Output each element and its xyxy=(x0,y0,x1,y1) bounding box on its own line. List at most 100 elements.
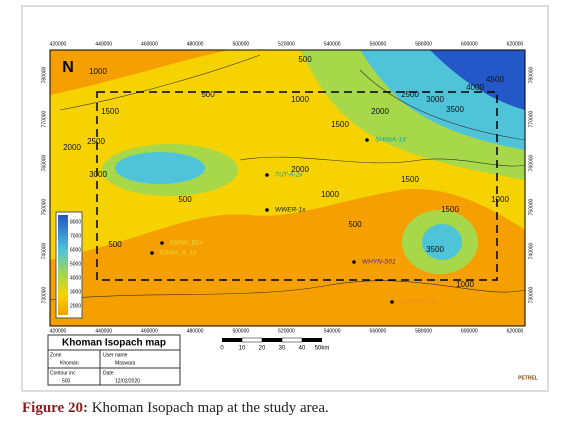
x-tick-label: 440000 xyxy=(95,328,112,334)
scale-seg xyxy=(262,338,282,342)
caption-text: Khoman Isopach map at the study area. xyxy=(87,400,329,416)
legend-tick: 6000 xyxy=(70,247,81,253)
contour-label: 500 xyxy=(178,195,192,204)
north-arrow: N xyxy=(62,59,74,76)
contour-label: 500 xyxy=(298,55,312,64)
legend-tick: 4000 xyxy=(70,275,81,281)
contour-label: 1500 xyxy=(401,175,419,184)
y-tick-label: 760000 xyxy=(41,154,47,171)
contour xyxy=(59,54,261,111)
title-block-text: Maswara xyxy=(115,360,136,366)
legend-colorbar xyxy=(58,215,68,315)
cyan-high xyxy=(115,152,205,184)
well-label: WHYN-S01 xyxy=(362,259,396,266)
x-tick-label: 600000 xyxy=(461,41,478,47)
x-tick-label: 480000 xyxy=(187,41,204,47)
title-block-text: 500 xyxy=(62,378,71,384)
x-tick-label: 600000 xyxy=(461,328,478,334)
contour-label: 2500 xyxy=(401,90,419,99)
legend-tick: 5000 xyxy=(70,261,81,267)
title-block-text: User name xyxy=(103,352,128,358)
well xyxy=(160,241,164,245)
contour-label: 2000 xyxy=(63,143,81,152)
x-tick-label: 620000 xyxy=(507,41,524,47)
x-tick-label: 580000 xyxy=(415,41,432,47)
scale-label: 0 xyxy=(220,346,224,352)
caption: Figure 20: Khoman Isopach map at the stu… xyxy=(22,400,329,417)
title-block-text: 12/02/2020 xyxy=(115,378,140,384)
contour-label: 3500 xyxy=(446,105,464,114)
well-label: SHIWA-1X xyxy=(375,137,407,144)
map-title: Khoman Isopach map xyxy=(62,338,166,349)
well xyxy=(390,300,394,304)
contour-label: 1500 xyxy=(441,205,459,214)
legend-tick: 2000 xyxy=(70,303,81,309)
scale-label: 30 xyxy=(279,346,286,352)
scale-seg xyxy=(302,338,322,342)
x-tick-label: 460000 xyxy=(141,328,158,334)
x-tick-label: 500000 xyxy=(232,41,249,47)
contour xyxy=(239,156,526,167)
scale-label: 40 xyxy=(299,346,306,352)
x-tick-label: 500000 xyxy=(232,328,249,334)
contour-label: 500 xyxy=(348,220,362,229)
contour-label: 500 xyxy=(108,240,122,249)
scale-label: 10 xyxy=(239,346,246,352)
well xyxy=(265,173,269,177)
scale-label: 50km xyxy=(315,346,330,352)
contour-label: 3000 xyxy=(89,170,107,179)
y-tick-label: 740000 xyxy=(41,242,47,259)
well xyxy=(265,208,269,212)
y-tick-label: 770000 xyxy=(528,110,534,127)
title-block-text: Contour inc xyxy=(50,370,76,376)
y-tick-label: 730000 xyxy=(41,286,47,303)
x-tick-label: 420000 xyxy=(50,328,67,334)
y-tick-label: 760000 xyxy=(528,154,534,171)
legend-tick: 8000 xyxy=(70,219,81,225)
contour-label: 500 xyxy=(201,90,215,99)
contour-label: 1000 xyxy=(321,190,339,199)
x-tick-label: 480000 xyxy=(187,328,204,334)
well-label: WWER-1x xyxy=(275,207,306,214)
contour-label: 4500 xyxy=(486,75,504,84)
title-block xyxy=(47,334,181,386)
contour-label: 1000 xyxy=(491,195,509,204)
scale-seg xyxy=(241,337,263,343)
x-tick-label: 420000 xyxy=(50,41,67,47)
y-tick-label: 740000 xyxy=(528,242,534,259)
map-frame xyxy=(49,49,526,327)
contour-label: 1000 xyxy=(291,95,309,104)
contour-label: 2500 xyxy=(87,137,105,146)
x-tick-label: 520000 xyxy=(278,328,295,334)
caption-label: Figure 20: xyxy=(22,400,88,416)
x-tick-label: 440000 xyxy=(95,41,112,47)
x-tick-label: 580000 xyxy=(415,328,432,334)
contour xyxy=(359,69,526,141)
contour-label: 1000 xyxy=(456,280,474,289)
contour-label: 1000 xyxy=(89,67,107,76)
contour-label: 1500 xyxy=(101,107,119,116)
title-block-text: Khoman xyxy=(60,360,79,366)
x-tick-label: 460000 xyxy=(141,41,158,47)
blue-zone xyxy=(430,50,525,110)
y-tick-label: 730000 xyxy=(528,286,534,303)
well-label: EBAH_A_1x xyxy=(160,250,197,257)
contour-label: 2000 xyxy=(291,165,309,174)
title-block-text: Date xyxy=(103,370,114,376)
y-tick-label: 770000 xyxy=(41,110,47,127)
contour xyxy=(49,280,526,301)
x-tick-label: 540000 xyxy=(324,328,341,334)
well xyxy=(352,260,356,264)
y-tick-label: 750000 xyxy=(528,198,534,215)
contour-label: 4000 xyxy=(466,83,484,92)
contour-label: 3000 xyxy=(426,95,444,104)
contour-label: 1500 xyxy=(331,120,349,129)
y-tick-label: 780000 xyxy=(41,66,47,83)
contour-label: 2000 xyxy=(371,107,389,116)
y-tick-label: 750000 xyxy=(41,198,47,215)
scale-seg xyxy=(222,338,242,342)
well xyxy=(150,251,154,255)
well xyxy=(365,138,369,142)
contour-label: 3500 xyxy=(426,245,444,254)
well-label: TUT-A-2x xyxy=(275,172,303,179)
